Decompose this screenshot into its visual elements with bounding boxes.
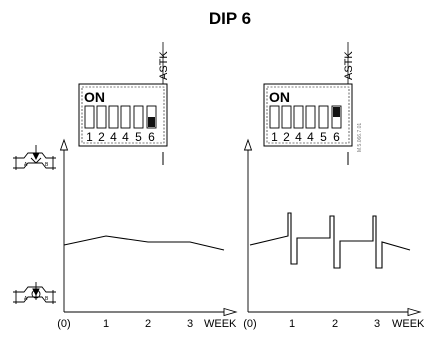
left-x-tick-2: 2 [145,318,151,330]
valve-closed-icon: A B [13,282,56,304]
left-dip-label-3: 4 [110,130,117,144]
right-dip6-knob [333,107,340,117]
right-x-tick-3: 3 [374,318,380,330]
right-x-unit: WEEK [392,318,424,330]
right-x-tick-0: (0) [243,318,256,330]
left-axes [59,138,238,317]
right-x-tick-2: 2 [332,318,338,330]
valve-closed-port-b: B [45,296,49,302]
diagram-title: DIP 6 [209,9,251,28]
reference-code: M.5.066.7.01 [357,123,363,152]
left-dip-label-2: 2 [98,130,105,144]
right-astk-label: ASTK [343,51,355,80]
left-dip-label-6: 6 [148,130,155,144]
right-dip-switch: ON 1 2 4 4 5 6 ASTK M.5 [263,42,363,165]
right-dip-slots [269,105,342,129]
left-dip-label-4: 4 [122,130,129,144]
right-dip-label-5: 5 [320,130,327,144]
right-dip-label-3: 4 [295,130,302,144]
right-dip-label-2: 2 [283,130,290,144]
left-dip-label-1: 1 [86,130,93,144]
right-dip-position-labels: 1 2 4 4 5 6 [271,130,340,144]
left-dip-switch: ON 1 2 4 4 5 6 ASTK [78,42,170,165]
left-dip-slots [84,105,157,129]
right-dip-label-6: 6 [333,130,340,144]
right-dip-on-label: ON [269,89,290,105]
left-dip6-knob [148,117,155,127]
left-x-tick-3: 3 [187,318,193,330]
left-astk-label: ASTK [158,51,170,80]
left-curve [63,235,225,251]
right-x-ticks: (0) 1 2 3 WEEK [243,318,424,330]
right-dip-label-1: 1 [271,130,278,144]
right-curve [249,212,411,269]
left-dip-label-5: 5 [135,130,142,144]
right-panel: ON 1 2 4 4 5 6 ASTK M.5 [243,42,424,330]
right-x-tick-1: 1 [289,318,295,330]
valve-open-port-b: B [45,162,49,168]
left-dip-position-labels: 1 2 4 4 5 6 [86,130,155,144]
valve-open-icon: A B [13,145,56,170]
right-dip-label-4: 4 [307,130,314,144]
valve-closed-port-a: A [24,296,28,302]
left-panel: ON 1 2 4 4 5 6 ASTK [13,42,238,330]
left-x-ticks: (0) 1 2 3 WEEK [57,318,237,330]
left-x-tick-1: 1 [103,318,109,330]
left-x-unit: WEEK [204,318,237,330]
left-dip-on-label: ON [84,89,105,105]
right-axes [243,138,422,317]
left-x-tick-0: (0) [57,318,70,330]
valve-open-port-a: A [24,162,28,168]
